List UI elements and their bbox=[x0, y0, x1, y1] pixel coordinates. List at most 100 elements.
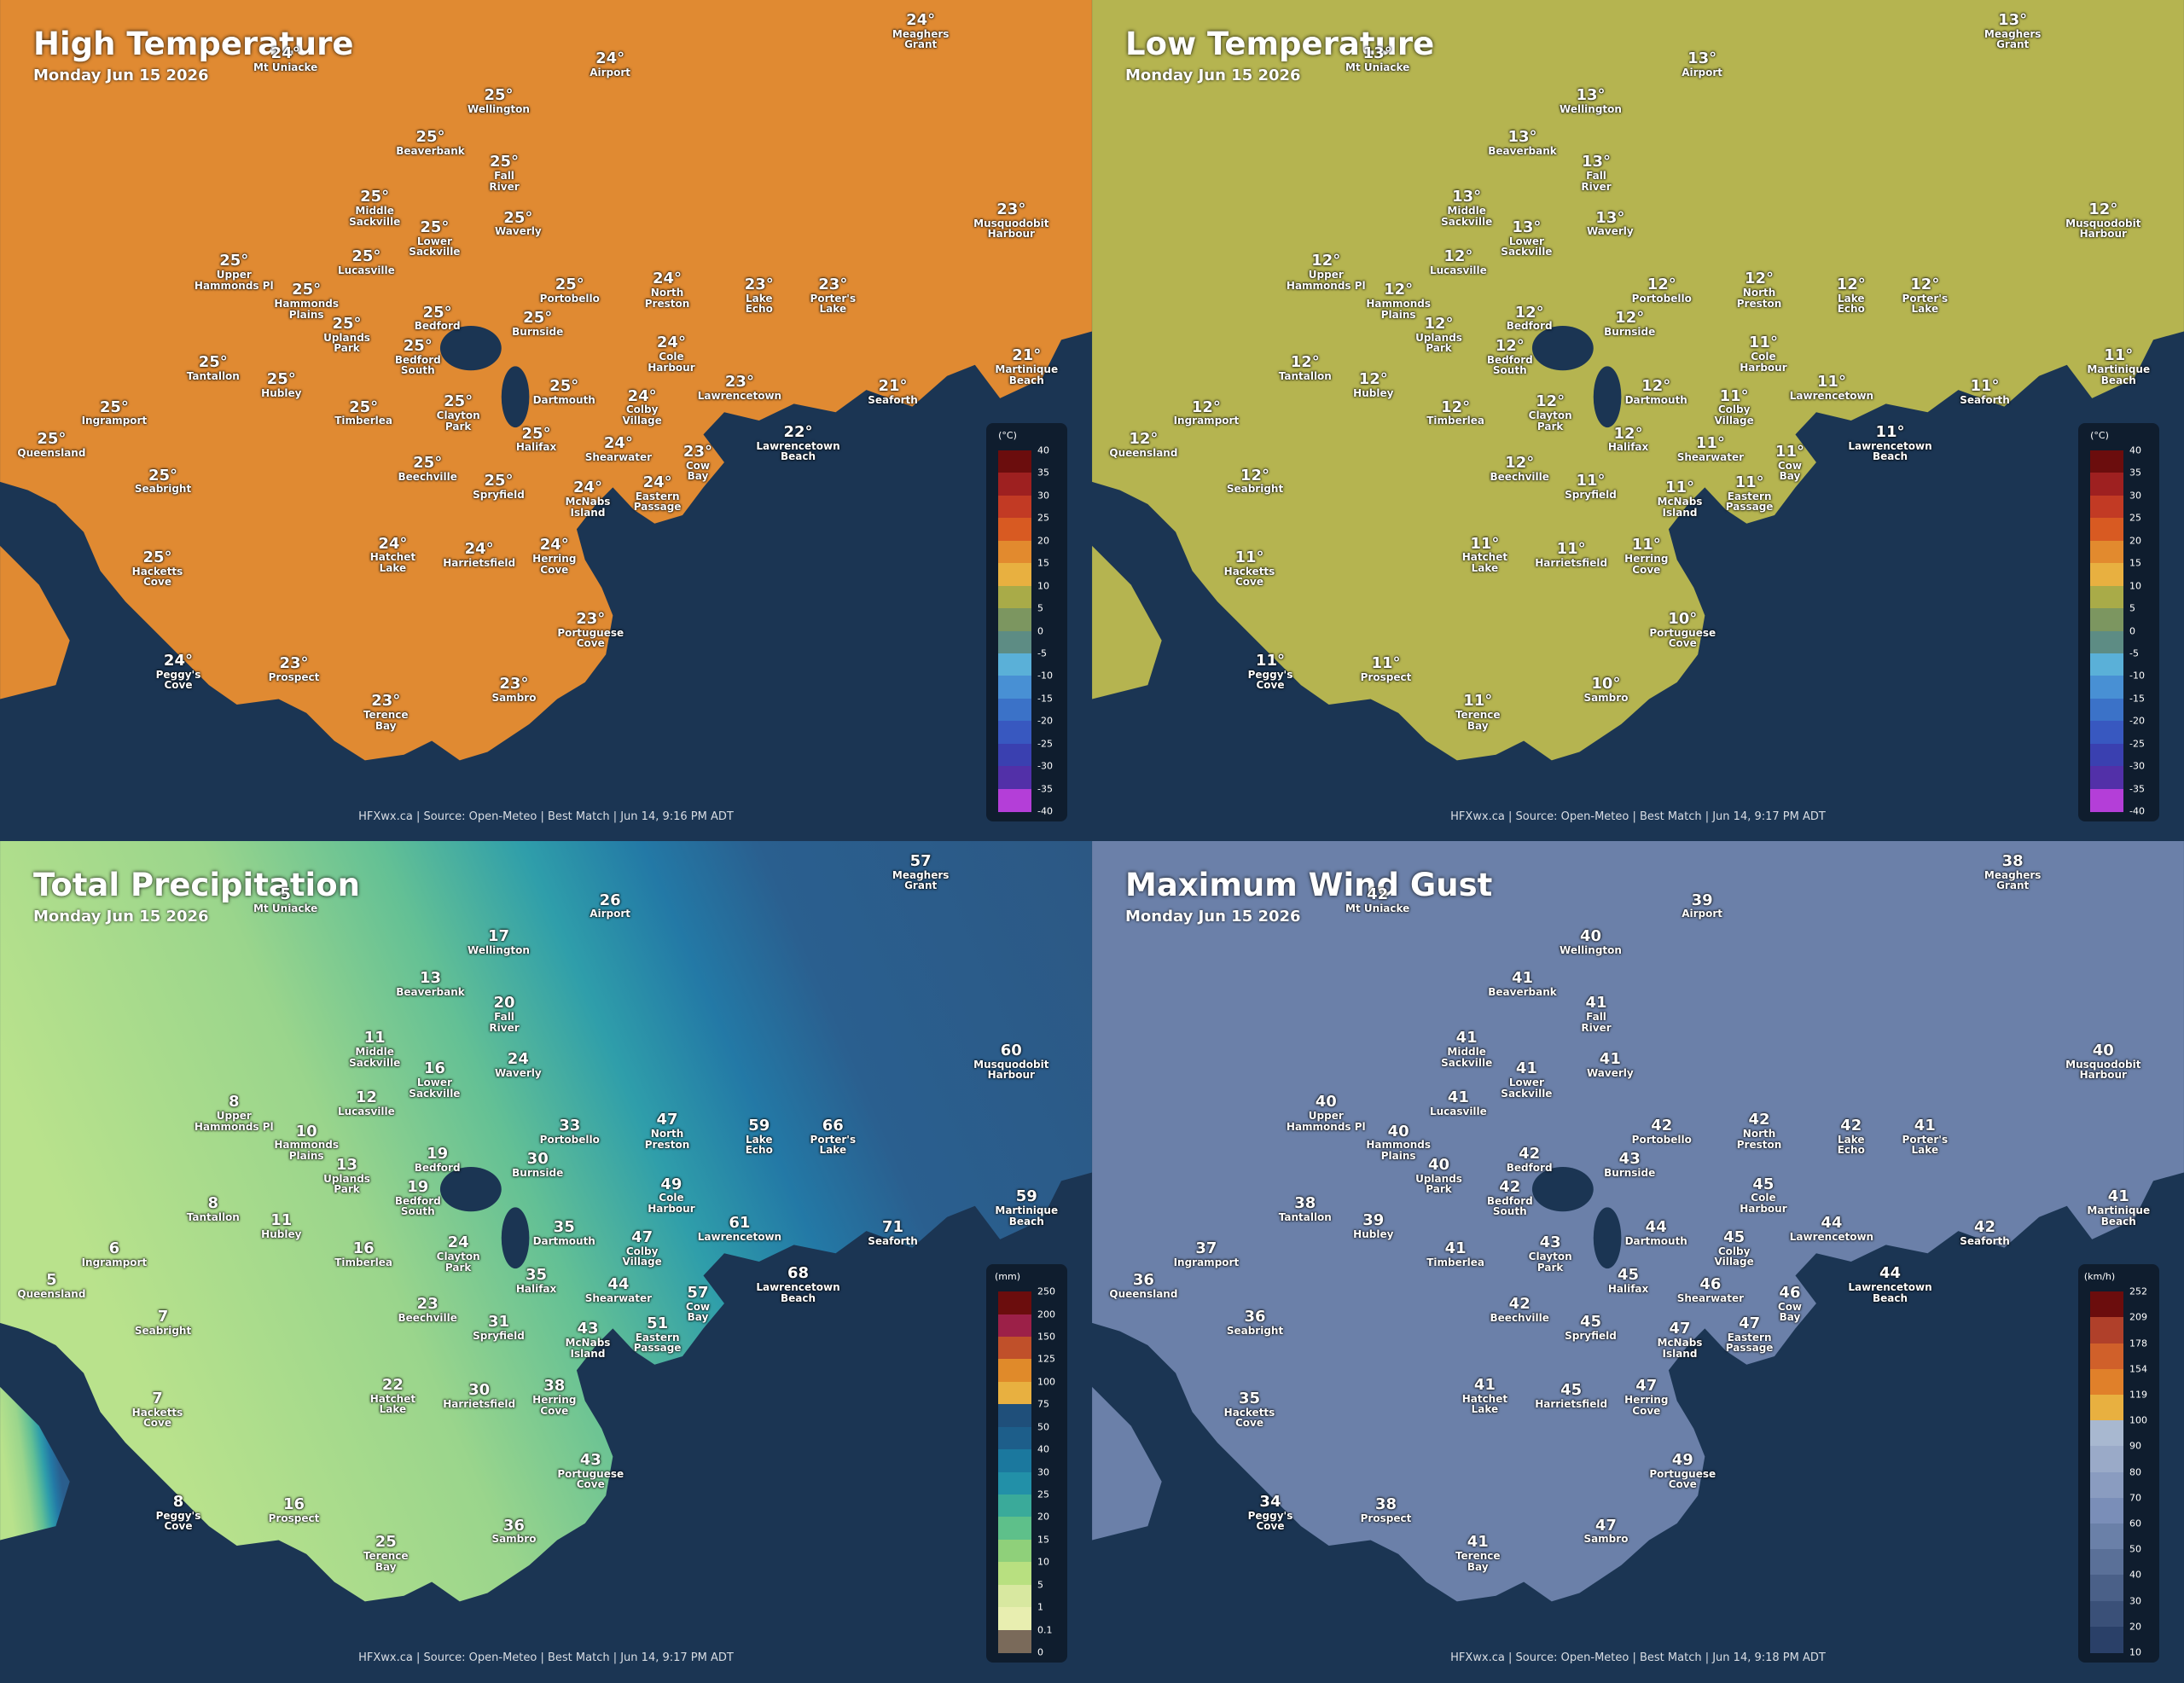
place-name: Fall River bbox=[489, 170, 520, 193]
legend-tick: 178 bbox=[2129, 1338, 2147, 1349]
place-label: 12° Seabright bbox=[1227, 467, 1283, 495]
place-label: 12° Upper Hammonds Pl bbox=[1287, 252, 1366, 291]
place-name: Cole Harbour bbox=[648, 1192, 695, 1216]
legend-tick: -15 bbox=[1037, 693, 1053, 705]
legend-tick: 154 bbox=[2129, 1363, 2147, 1375]
place-value: 7 bbox=[152, 1390, 163, 1407]
place-label: 41 Fall River bbox=[1581, 995, 1611, 1033]
place-value: 49 bbox=[660, 1175, 682, 1193]
place-name: Mt Uniacke bbox=[253, 902, 318, 914]
place-value: 13° bbox=[1512, 218, 1542, 236]
legend-tick: 100 bbox=[1037, 1376, 1055, 1388]
place-value: 24° bbox=[906, 10, 936, 29]
legend-tick: 100 bbox=[2129, 1414, 2147, 1426]
place-label: 24° Shearwater bbox=[585, 435, 652, 462]
legend-tick: 70 bbox=[2129, 1492, 2141, 1504]
legend-tick: 1 bbox=[1037, 1601, 1043, 1613]
place-label: 12° Musquodobit Harbour bbox=[2065, 201, 2140, 240]
place-label: 11° Cow Bay bbox=[1775, 444, 1804, 482]
place-value: 35 bbox=[1238, 1390, 1261, 1407]
place-value: 24° bbox=[656, 334, 686, 352]
place-name: Dartmouth bbox=[1624, 1235, 1687, 1248]
place-name: Sambro bbox=[1583, 692, 1629, 705]
place-label: 25° Seabright bbox=[135, 467, 191, 495]
place-value: 25° bbox=[349, 398, 379, 416]
place-value: 45 bbox=[1560, 1381, 1583, 1400]
place-name: Prospect bbox=[1360, 1512, 1412, 1524]
place-label: 12° Hammonds Plains bbox=[1366, 282, 1431, 321]
legend-swatch bbox=[998, 1562, 1031, 1586]
place-name: Bedford bbox=[1506, 1161, 1553, 1174]
legend-tick: 30 bbox=[1037, 1466, 1049, 1478]
place-name: Uplands Park bbox=[323, 1172, 370, 1196]
place-value: 25° bbox=[332, 314, 362, 333]
legend-tick: 40 bbox=[2129, 444, 2141, 456]
legend-swatch bbox=[2090, 1420, 2123, 1447]
legend-swatch bbox=[998, 563, 1031, 587]
place-label: 44 Lawrencetown Beach bbox=[1848, 1265, 1932, 1304]
legend-swatch bbox=[2090, 766, 2123, 790]
place-value: 6 bbox=[108, 1239, 120, 1257]
place-name: Spryfield bbox=[473, 1330, 525, 1343]
place-label: 40 Uplands Park bbox=[1415, 1157, 1462, 1195]
place-value: 23° bbox=[279, 653, 309, 672]
place-label: 68 Lawrencetown Beach bbox=[756, 1265, 839, 1303]
place-name: Lake Echo bbox=[1837, 1133, 1865, 1157]
place-label: 25° Uplands Park bbox=[323, 316, 370, 354]
legend-swatch bbox=[2090, 1471, 2123, 1499]
legend-tick: 50 bbox=[1037, 1421, 1049, 1433]
place-label: 11 Middle Sackville bbox=[349, 1030, 400, 1068]
place-value: 30 bbox=[526, 1150, 549, 1169]
place-value: 30 bbox=[468, 1381, 491, 1400]
legend-tick: 30 bbox=[2129, 490, 2141, 502]
place-label: 25° Lower Sackville bbox=[409, 219, 460, 258]
place-value: 57 bbox=[909, 851, 932, 870]
legend-unit: (km/h) bbox=[2083, 1271, 2116, 1283]
place-name: Lawrencetown bbox=[697, 1231, 782, 1244]
place-name: Beechville bbox=[398, 1311, 457, 1324]
place-label: 23 Beechville bbox=[398, 1296, 457, 1324]
legend-swatch bbox=[998, 1449, 1031, 1473]
place-label: 42 Bedford South bbox=[1487, 1179, 1533, 1217]
place-name: Herring Cove bbox=[532, 1394, 577, 1417]
place-value: 25° bbox=[403, 336, 433, 355]
place-name: Bedford South bbox=[394, 353, 441, 377]
place-value: 25° bbox=[198, 353, 228, 372]
place-value: 24° bbox=[464, 540, 494, 559]
place-label: 43 Portuguese Cove bbox=[557, 1452, 624, 1490]
place-name: Upper Hammonds Pl bbox=[194, 269, 274, 292]
place-name: Halifax bbox=[515, 1282, 557, 1295]
basin bbox=[439, 1167, 502, 1212]
place-label: 16 Timberlea bbox=[334, 1240, 393, 1268]
legend-swatch bbox=[998, 1381, 1031, 1405]
place-label: 26 Airport bbox=[590, 892, 630, 920]
place-label: 8 Tantallon bbox=[187, 1196, 240, 1223]
place-name: Middle Sackville bbox=[349, 204, 401, 228]
place-name: Mt Uniacke bbox=[253, 61, 318, 73]
place-label: 47 Colby Village bbox=[623, 1229, 662, 1268]
place-name: Clayton Park bbox=[1528, 409, 1572, 432]
place-value: 45 bbox=[1579, 1313, 1602, 1332]
place-value: 38 bbox=[543, 1377, 566, 1396]
place-value: 25° bbox=[292, 281, 322, 299]
place-label: 11° Spryfield bbox=[1565, 473, 1617, 500]
place-label: 11° Colby Village bbox=[1715, 388, 1754, 427]
place-value: 12° bbox=[1311, 252, 1341, 270]
place-name: Timberlea bbox=[334, 1256, 393, 1268]
place-label: 24° Hatchet Lake bbox=[370, 536, 415, 574]
place-name: Lawrencetown Beach bbox=[1848, 1280, 1932, 1304]
legend-swatch bbox=[998, 1314, 1031, 1338]
place-value: 25° bbox=[415, 127, 445, 146]
place-name: Hatchet Lake bbox=[369, 1392, 416, 1416]
place-name: Shearwater bbox=[584, 1292, 653, 1305]
legend-swatch bbox=[998, 1539, 1031, 1563]
place-value: 25° bbox=[37, 430, 67, 449]
legend-tick: 40 bbox=[1037, 444, 1049, 456]
legend-swatch bbox=[998, 518, 1031, 542]
place-name: Queensland bbox=[17, 1288, 86, 1301]
place-label: 24° North Preston bbox=[645, 270, 690, 309]
place-label: 59 Lake Echo bbox=[746, 1117, 773, 1156]
legend-tick: 40 bbox=[2129, 1569, 2141, 1581]
legend-tick: 15 bbox=[1037, 1534, 1049, 1546]
place-label: 35 Hacketts Cove bbox=[1224, 1390, 1275, 1429]
